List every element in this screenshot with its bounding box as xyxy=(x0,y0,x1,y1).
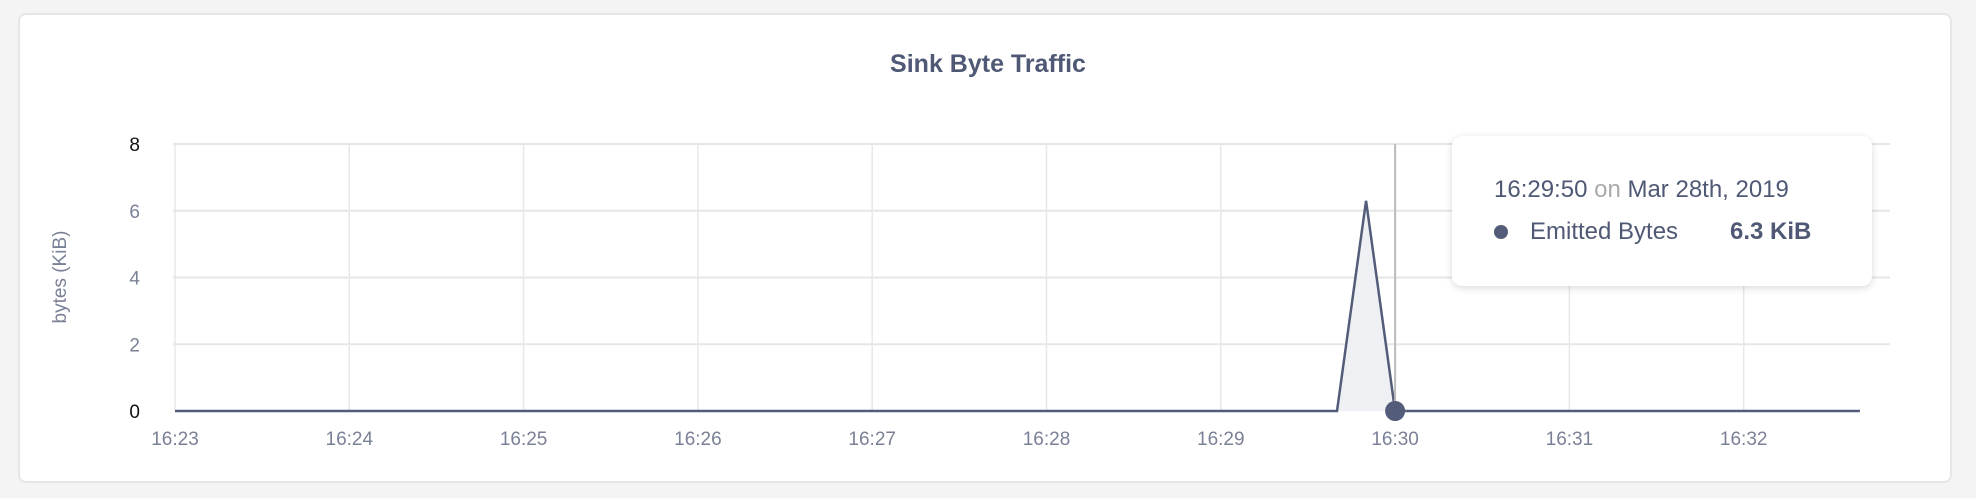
x-tick-label: 16:29 xyxy=(1197,429,1245,450)
tooltip-header: 16:29:50 on Mar 28th, 2019 xyxy=(1494,176,1872,204)
y-tick-label: 6 xyxy=(129,202,140,223)
x-tick-label: 16:24 xyxy=(326,429,374,450)
x-tick-label: 16:30 xyxy=(1371,429,1419,450)
x-tick-label: 16:25 xyxy=(500,429,548,450)
chart-title: Sink Byte Traffic xyxy=(890,50,1086,78)
x-tick-label: 16:23 xyxy=(151,429,199,450)
chart-tooltip: 16:29:50 on Mar 28th, 2019 Emitted Bytes… xyxy=(1452,136,1872,286)
y-axis-label: bytes (KiB) xyxy=(50,231,71,324)
y-tick-label: 0 xyxy=(129,402,140,423)
tooltip-on: on xyxy=(1594,176,1621,203)
tooltip-series-row: Emitted Bytes 6.3 KiB xyxy=(1494,218,1872,246)
tooltip-date: Mar 28th, 2019 xyxy=(1627,176,1789,203)
x-tick-label: 16:31 xyxy=(1546,429,1594,450)
x-tick-label: 16:27 xyxy=(848,429,896,450)
hover-point xyxy=(1385,401,1406,421)
y-tick-label: 8 xyxy=(129,135,140,156)
y-tick-label: 2 xyxy=(129,335,140,356)
y-tick-label: 4 xyxy=(129,269,140,290)
series-dot-icon xyxy=(1494,225,1508,239)
tooltip-time: 16:29:50 xyxy=(1494,176,1588,203)
tooltip-series-name: Emitted Bytes xyxy=(1530,218,1679,245)
series-line xyxy=(175,200,1860,413)
x-tick-label: 16:26 xyxy=(674,429,722,450)
x-tick-label: 16:32 xyxy=(1720,429,1768,450)
tooltip-value: 6.3 KiB xyxy=(1730,218,1812,245)
x-tick-label: 16:28 xyxy=(1023,429,1071,450)
